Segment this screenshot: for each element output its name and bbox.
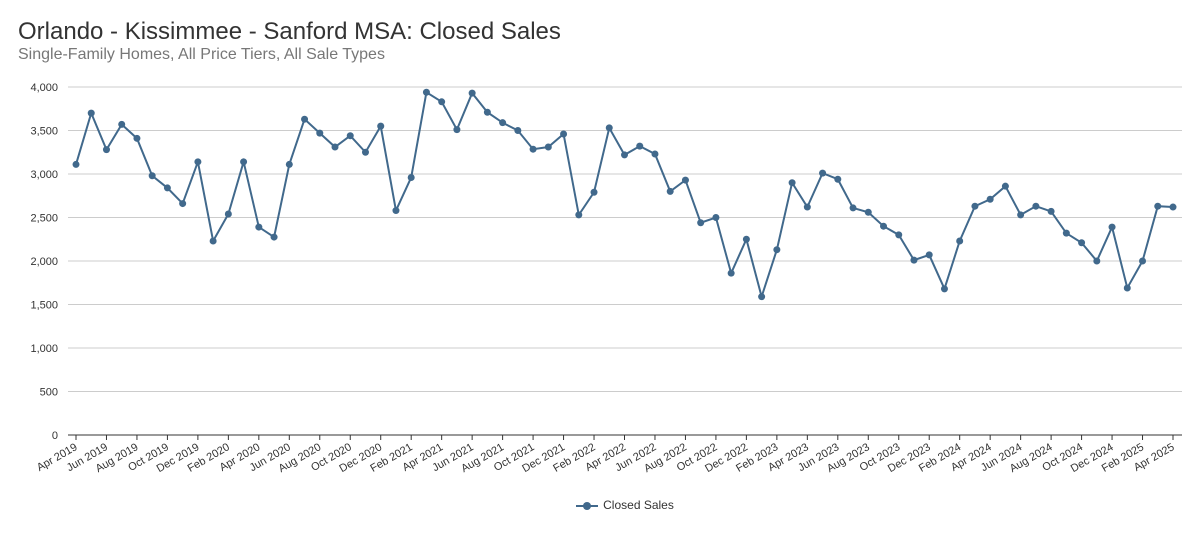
data-point: May 2021: 3510: [453, 126, 461, 134]
data-point: Jan 2025: 1690: [1123, 284, 1131, 292]
data-point: May 2020: 2275: [270, 233, 278, 241]
data-point: Oct 2024: 2210: [1078, 239, 1086, 247]
data-point: Dec 2023: 2070: [925, 251, 933, 259]
data-point: May 2023: 3010: [819, 169, 827, 177]
data-point: Mar 2020: 3140: [240, 158, 248, 166]
data-point: Nov 2023: 2010: [910, 256, 918, 264]
data-point: Oct 2020: 3440: [346, 132, 354, 140]
data-point: Feb 2025: 2000: [1139, 257, 1147, 265]
data-point: Sep 2023: 2400: [880, 222, 888, 230]
y-tick-label: 1,500: [30, 300, 58, 312]
data-point: Feb 2022: 2790: [590, 188, 598, 196]
data-point: Oct 2021: 3285: [529, 145, 537, 153]
data-point: Mar 2021: 3940: [422, 88, 430, 96]
data-point: Apr 2021: 3830: [438, 98, 446, 106]
y-tick-label: 4,000: [30, 82, 58, 94]
data-point: Sep 2021: 3500: [514, 127, 522, 134]
data-point: Nov 2021: 3310: [544, 143, 552, 151]
chart-subtitle: Single-Family Homes, All Price Tiers, Al…: [18, 46, 385, 63]
data-point: Dec 2020: 3550: [377, 122, 385, 130]
data-point: Mar 2023: 2900: [788, 179, 796, 187]
data-point: Aug 2023: 2560: [864, 208, 872, 216]
data-point: Dec 2019: 3140: [194, 158, 202, 166]
data-point: Nov 2020: 3250: [361, 148, 369, 156]
data-point: Jan 2020: 2230: [209, 237, 217, 245]
data-point: Nov 2019: 2660: [179, 200, 187, 208]
data-point: Jun 2020: 3110: [285, 160, 293, 168]
data-point: May 2022: 3320: [636, 142, 644, 150]
legend[interactable]: Closed Sales: [0, 498, 1200, 512]
y-tick-label: 1,000: [30, 343, 58, 355]
data-point: Jan 2023: 1590: [758, 293, 766, 301]
data-point: Jun 2024: 2530: [1017, 211, 1025, 219]
y-tick-label: 2,500: [30, 213, 58, 225]
data-point: May 2024: 2860: [1001, 182, 1009, 190]
data-point: Feb 2021: 2960: [407, 173, 415, 181]
data-point: Apr 2022: 3220: [621, 151, 628, 159]
data-point: Sep 2019: 2980: [148, 172, 156, 180]
data-point: Nov 2022: 1860: [727, 269, 735, 277]
data-point: Aug 2022: 2930: [681, 176, 689, 184]
data-point: Apr 2025: 2620: [1169, 203, 1177, 211]
data-point: Dec 2021: 3460: [560, 130, 568, 138]
series-line: [75, 90, 1174, 301]
data-point: Jul 2021: 3710: [483, 108, 491, 116]
data-point: Feb 2024: 2230: [956, 237, 964, 245]
data-point: Jun 2019: 3280: [102, 146, 110, 154]
data-point: Oct 2022: 2500: [712, 214, 720, 221]
y-tick-label: 2,000: [30, 256, 58, 268]
data-point: Sep 2024: 2320: [1062, 229, 1070, 237]
y-tick-label: 3,500: [30, 126, 58, 138]
data-point: Sep 2022: 2440: [697, 219, 705, 227]
data-point: Mar 2025: 2630: [1154, 202, 1162, 210]
y-tick-label: 3,000: [30, 169, 58, 181]
data-point: Apr 2024: 2710: [986, 195, 994, 203]
data-point: Apr 2023: 2620: [803, 203, 811, 211]
data-point: Feb 2020: 2540: [224, 210, 232, 218]
data-point: Oct 2019: 2840: [163, 184, 171, 192]
data-point: Jul 2022: 2800: [666, 187, 674, 195]
data-point: Jan 2021: 2580: [392, 207, 400, 215]
data-point: Aug 2021: 3590: [499, 119, 507, 127]
chart-title: Orlando - Kissimmee - Sanford MSA: Close…: [18, 18, 561, 45]
data-point: Aug 2019: 3410: [133, 134, 141, 142]
data-point: Jan 2024: 1680: [940, 285, 948, 293]
legend-label: Closed Sales: [603, 498, 674, 512]
y-tick-label: 0: [52, 430, 58, 442]
data-point: Jul 2020: 3630: [301, 115, 309, 123]
data-point: Feb 2023: 2130: [773, 246, 781, 254]
data-point: Dec 2024: 2390: [1108, 223, 1116, 231]
data-point: May 2019: 3700: [87, 109, 95, 117]
data-point: Jul 2024: 2630: [1032, 202, 1040, 210]
y-tick-label: 500: [40, 387, 58, 399]
data-point: Mar 2024: 2630: [971, 202, 979, 210]
data-point: Sep 2020: 3310: [331, 143, 339, 151]
data-point: Jul 2023: 2610: [849, 204, 857, 212]
data-point: Jun 2022: 3230: [651, 150, 659, 158]
data-point: Jun 2023: 2940: [834, 175, 842, 183]
data-point: Jan 2022: 2530: [575, 211, 583, 219]
data-point: Nov 2024: 2000: [1093, 257, 1101, 265]
legend-swatch: [576, 501, 599, 510]
data-point: Dec 2022: 2250: [742, 235, 750, 243]
data-point: Mar 2022: 3530: [605, 124, 613, 132]
data-point: Jul 2019: 3570: [118, 120, 126, 128]
data-point: Aug 2020: 3470: [316, 129, 324, 137]
data-point: Apr 2019: 3110: [72, 160, 80, 168]
data-point: Jun 2021: 3930: [468, 89, 476, 97]
data-point: Oct 2023: 2300: [895, 231, 903, 239]
data-point: Apr 2020: 2390: [255, 223, 263, 231]
data-point: Aug 2024: 2570: [1047, 207, 1055, 215]
